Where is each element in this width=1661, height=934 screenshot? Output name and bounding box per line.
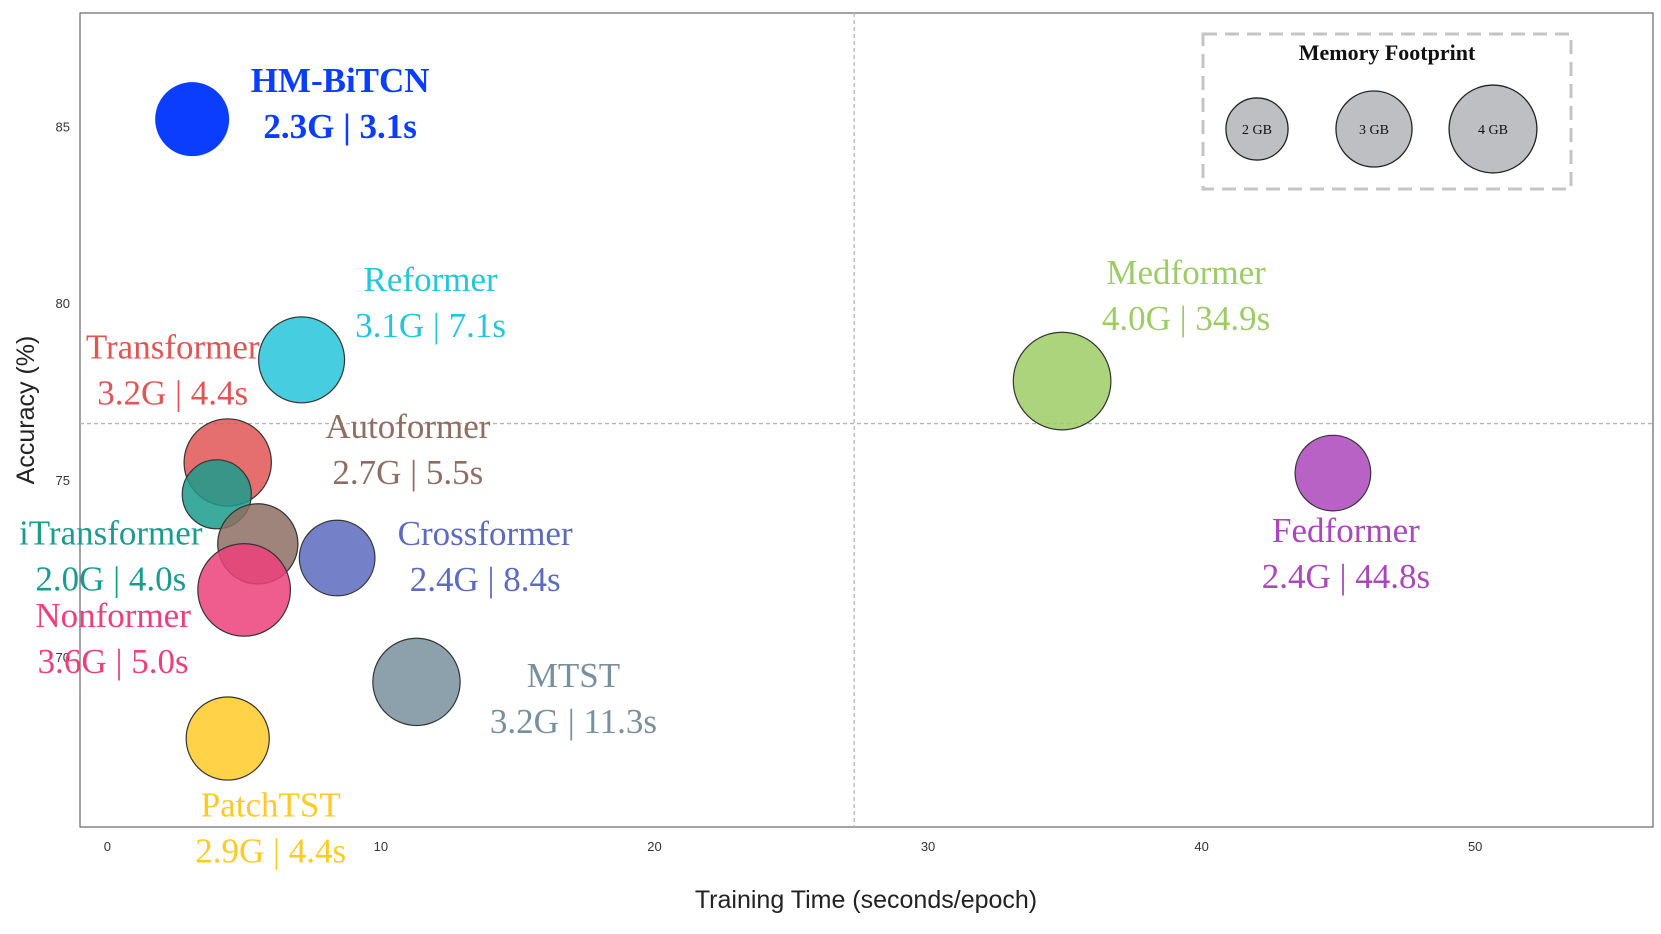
x-tick-label: 10 xyxy=(374,839,388,854)
bubble-crossformer xyxy=(298,519,376,597)
legend-bubble-3-gb xyxy=(1335,90,1413,168)
bubble-label-name: Crossformer xyxy=(398,514,573,553)
y-axis-label: Accuracy (%) xyxy=(12,336,40,485)
bubble-labels: HM-BiTCN 2.3G | 3.1s Reformer 3.1G | 7.1s Tr… xyxy=(19,61,1430,870)
y-tick-label: 75 xyxy=(56,473,70,488)
legend-size-label: 4 GB xyxy=(1478,123,1508,138)
legend-title: Memory Footprint xyxy=(1299,40,1476,65)
bubble-label-detail: 2.4G | 44.8s xyxy=(1262,557,1430,596)
y-tick-label: 80 xyxy=(56,296,70,311)
legend-bubble-2-gb xyxy=(1225,97,1289,161)
bubble-label-name: HM-BiTCN xyxy=(251,61,430,100)
y-tick-label: 70 xyxy=(56,650,70,665)
bubble-hm-bitcn xyxy=(155,82,230,157)
bubble-label-detail: 4.0G | 34.9s xyxy=(1102,299,1270,338)
bubble-label-detail: 3.2G | 4.4s xyxy=(97,373,248,412)
x-tick-label: 30 xyxy=(921,839,935,854)
x-tick-label: 0 xyxy=(104,839,111,854)
bubble-label-detail: 3.1G | 7.1s xyxy=(355,306,506,345)
x-tick-label: 20 xyxy=(647,839,661,854)
y-tick-labels: 70 75 80 85 xyxy=(56,119,70,665)
bubble-patchtst xyxy=(185,696,270,781)
bubble-label-name: Reformer xyxy=(364,260,498,299)
x-tick-labels: 0 10 20 30 40 50 xyxy=(104,839,1483,854)
data-bubbles xyxy=(155,82,1372,781)
bubble-label-detail: 3.2G | 11.3s xyxy=(490,702,657,741)
bubble-label-detail: 2.3G | 3.1s xyxy=(263,107,417,146)
bubble-label-name: Fedformer xyxy=(1272,511,1420,550)
bubble-label-name: Transformer xyxy=(86,327,260,366)
x-tick-label: 50 xyxy=(1468,839,1482,854)
bubble-label-name: MTST xyxy=(527,656,620,695)
bubble-label-detail: 3.6G | 5.0s xyxy=(38,642,189,681)
bubble-mtst xyxy=(372,637,461,727)
x-axis-label: Training Time (seconds/epoch) xyxy=(695,886,1037,914)
bubble-label-detail: 2.4G | 8.4s xyxy=(410,560,561,599)
y-tick-label: 85 xyxy=(56,119,70,134)
bubble-label-name: Autoformer xyxy=(325,407,491,446)
bubble-label-detail: 2.0G | 4.0s xyxy=(35,559,186,598)
legend-bubble-4-gb xyxy=(1448,84,1538,174)
bubble-nonformer xyxy=(197,542,292,637)
x-tick-label: 40 xyxy=(1194,839,1208,854)
bubble-label-name: PatchTST xyxy=(201,786,341,825)
bubble-fedformer xyxy=(1294,434,1372,512)
bubble-label-name: Medformer xyxy=(1106,253,1266,292)
bubble-label-name: iTransformer xyxy=(19,513,203,552)
legend-size-label: 2 GB xyxy=(1242,123,1272,138)
bubble-label-detail: 2.9G | 4.4s xyxy=(195,832,346,871)
legend-frame xyxy=(1201,32,1573,191)
bubble-label-name: Nonformer xyxy=(35,596,191,635)
memory-legend: Memory Footprint 2 GB 3 GB 4 GB xyxy=(1201,32,1573,191)
legend-size-bubbles: 2 GB 3 GB 4 GB xyxy=(1225,84,1538,174)
bubble-reformer xyxy=(258,316,346,404)
bubble-label-detail: 2.7G | 5.5s xyxy=(332,453,483,492)
bubble-medformer xyxy=(1012,331,1112,431)
legend-size-label: 3 GB xyxy=(1359,123,1389,138)
